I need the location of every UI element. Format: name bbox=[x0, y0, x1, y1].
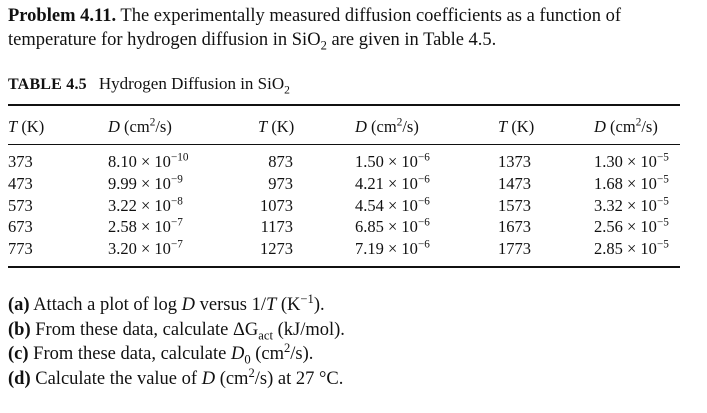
table-cell: 673 bbox=[8, 217, 33, 237]
problem-label: Problem 4.11. bbox=[8, 6, 117, 26]
table-cell: 1273 bbox=[260, 239, 293, 259]
table-cell: 4.54 × 10−6 bbox=[355, 195, 430, 215]
table-cell: 873 bbox=[268, 152, 293, 171]
table-cell: 2.56 × 10−5 bbox=[594, 216, 669, 237]
table-cell: 573 bbox=[8, 195, 33, 215]
question-c: (c) From these data, calculate D0 (cm2/s… bbox=[8, 340, 314, 367]
table-header-rule bbox=[8, 144, 680, 145]
table-cell: 2.85 × 10−5 bbox=[594, 238, 669, 259]
table-cell: 1673 bbox=[498, 217, 531, 237]
table-cell: 1773 bbox=[498, 239, 531, 259]
header-temperature-1: T (K) bbox=[8, 117, 45, 136]
header-diffusivity-1: D (cm2/s) bbox=[108, 116, 172, 136]
problem-statement: Problem 4.11. The experimentally measure… bbox=[8, 4, 700, 52]
table-cell: 973 bbox=[268, 173, 293, 193]
column-diffusivity-2: 1.50 × 10−6 4.21 × 10−6 4.54 × 10−6 6.85… bbox=[355, 151, 430, 260]
header-temperature-2: T (K) bbox=[258, 117, 295, 136]
question-a: (a) Attach a plot of log D versus 1/T (K… bbox=[8, 291, 325, 315]
column-diffusivity-1: 8.10 × 10−10 9.99 × 10−9 3.22 × 10−8 2.5… bbox=[108, 151, 188, 260]
table-cell: 6.85 × 10−6 bbox=[355, 216, 430, 237]
table-cell: 7.19 × 10−6 bbox=[355, 238, 430, 259]
table-cell: 473 bbox=[8, 173, 33, 193]
table-cell: 1073 bbox=[260, 195, 293, 215]
table-bottom-rule bbox=[8, 266, 680, 268]
question-d: (d) Calculate the value of D (cm2/s) at … bbox=[8, 365, 344, 389]
header-diffusivity-3: D (cm2/s) bbox=[594, 116, 658, 136]
column-temperature-2: 873 973 1073 1173 1273 bbox=[255, 151, 293, 260]
table-title-text: Hydrogen Diffusion in SiO bbox=[98, 74, 285, 93]
table-cell: 4.21 × 10−6 bbox=[355, 173, 430, 193]
table-number: TABLE 4.5 bbox=[8, 76, 87, 93]
table-top-rule bbox=[8, 104, 680, 106]
problem-subscript: 2 bbox=[320, 38, 327, 53]
table-cell: 773 bbox=[8, 239, 33, 259]
question-b: (b) From these data, calculate ΔGact (kJ… bbox=[8, 319, 345, 343]
table-cell: 3.22 × 10−8 bbox=[108, 195, 183, 215]
table-cell: 3.20 × 10−7 bbox=[108, 238, 183, 259]
column-temperature-1: 373 473 573 673 773 bbox=[8, 151, 33, 260]
table-cell: 3.32 × 10−5 bbox=[594, 195, 669, 215]
problem-text-1: The experimentally measured diffusion co… bbox=[8, 6, 622, 50]
table-cell: 373 bbox=[8, 152, 33, 171]
header-temperature-3: T (K) bbox=[498, 117, 535, 136]
header-diffusivity-2: D (cm2/s) bbox=[355, 116, 419, 136]
table-cell: 8.10 × 10−10 bbox=[108, 151, 189, 171]
table-cell: 1173 bbox=[260, 217, 293, 237]
table-cell: 9.99 × 10−9 bbox=[108, 173, 183, 193]
table-cell: 1473 bbox=[498, 173, 531, 193]
table-cell: 1.50 × 10−6 bbox=[355, 151, 430, 171]
table-cell: 1.30 × 10−5 bbox=[594, 151, 669, 171]
question-list: (a) Attach a plot of log D versus 1/T (K… bbox=[8, 293, 345, 391]
table-title-subscript: 2 bbox=[284, 83, 290, 97]
table-cell: 1.68 × 10−5 bbox=[594, 173, 669, 193]
column-temperature-3: 1373 1473 1573 1673 1773 bbox=[498, 151, 531, 260]
table-cell: 1373 bbox=[498, 152, 531, 171]
column-diffusivity-3: 1.30 × 10−5 1.68 × 10−5 3.32 × 10−5 2.56… bbox=[594, 151, 669, 260]
problem-text-2: are given in Table 4.5. bbox=[331, 30, 497, 50]
table-title: Hydrogen Diffusion in SiO2 bbox=[98, 74, 290, 97]
table-cell: 1573 bbox=[498, 195, 531, 215]
table-cell: 2.58 × 10−7 bbox=[108, 216, 183, 237]
table-caption: TABLE 4.5 Hydrogen Diffusion in SiO2 bbox=[8, 74, 290, 97]
